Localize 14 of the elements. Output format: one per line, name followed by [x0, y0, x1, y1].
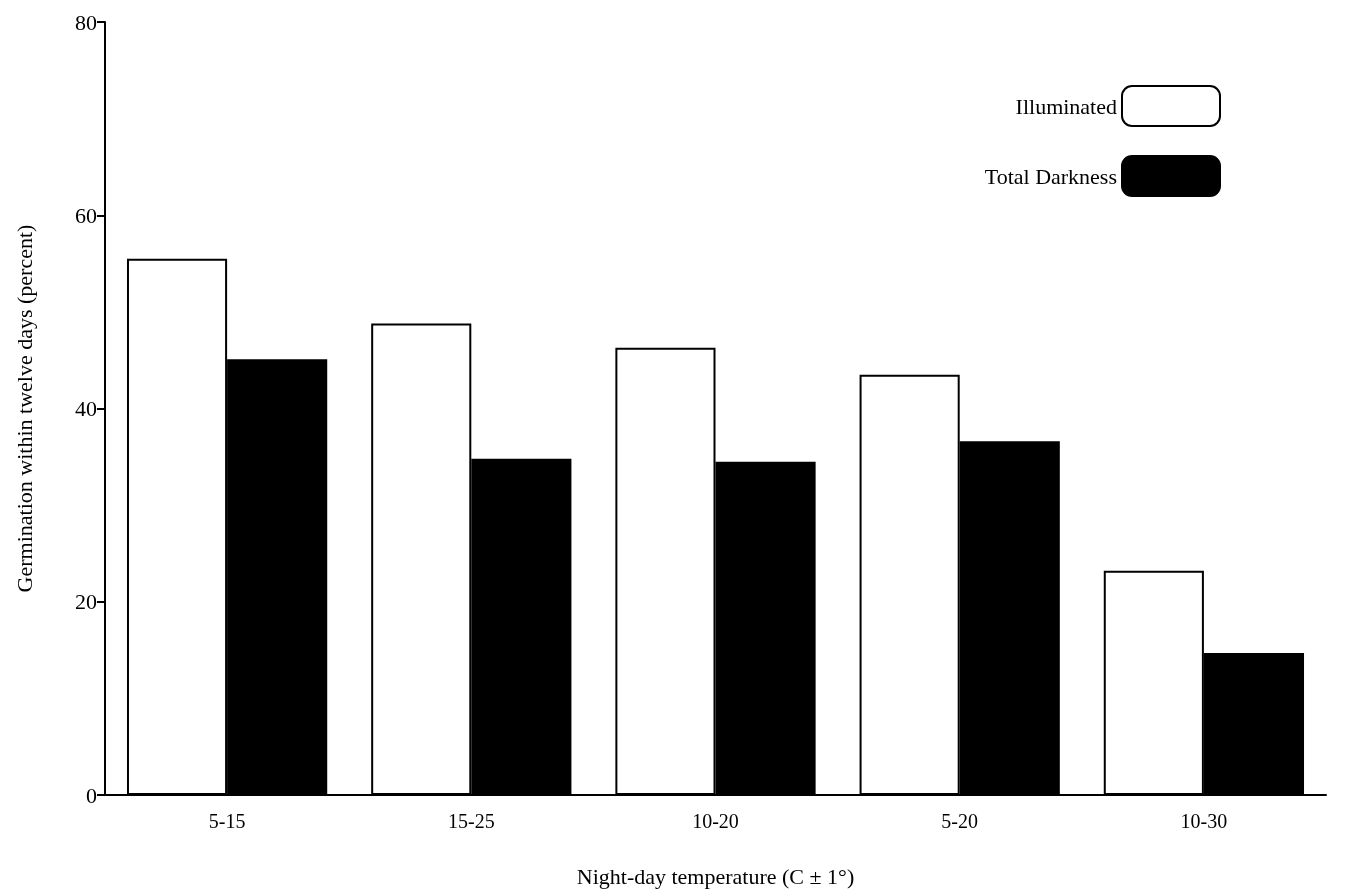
x-tick-label: 10-20 [692, 810, 739, 832]
x-axis-title: Night-day temperature (C ± 1°) [576, 863, 855, 889]
legend-label: Total Darkness [984, 163, 1117, 189]
x-tick-label: 10-30 [1180, 810, 1228, 832]
y-axis-title: Germination within twelve days (percent) [11, 224, 37, 593]
y-tick-label: 80 [75, 9, 97, 35]
y-tick-label: 40 [75, 396, 97, 421]
x-tick-label: 15-25 [447, 810, 495, 832]
y-tick-label: 0 [86, 782, 97, 808]
x-tick-label: 5-20 [941, 810, 979, 832]
y-tick-label: 60 [75, 202, 97, 228]
y-tick-label: 20 [75, 589, 97, 615]
legend-label: Illuminated [1015, 93, 1117, 119]
x-tick-label: 5-15 [208, 810, 246, 832]
